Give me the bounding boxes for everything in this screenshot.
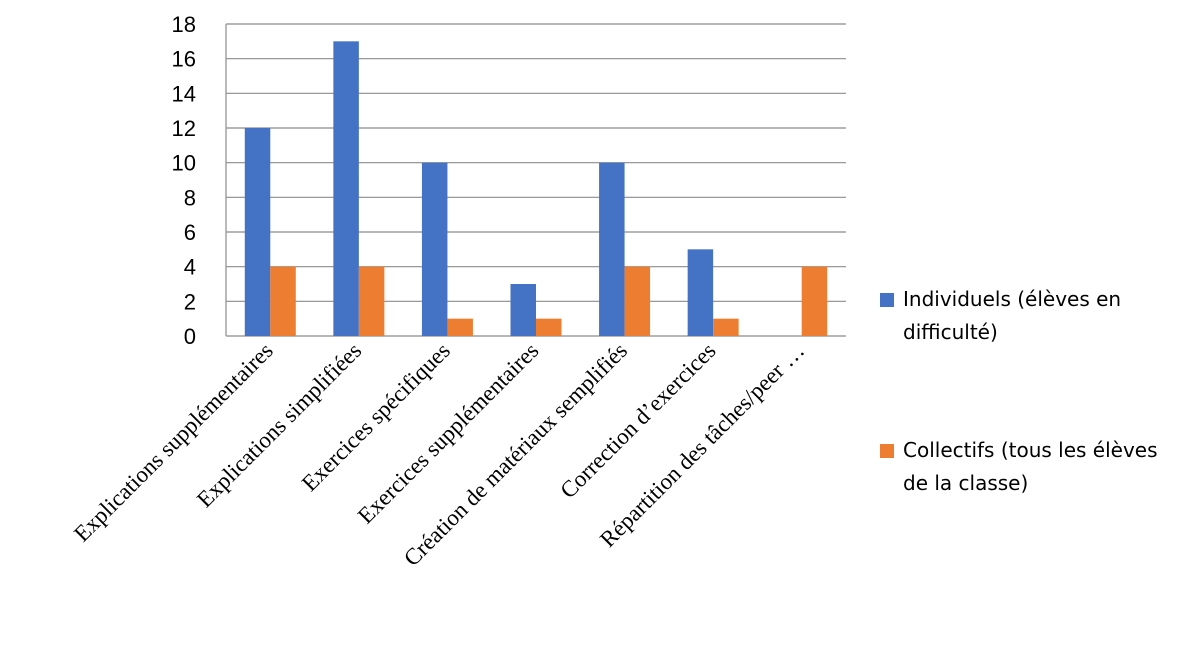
bar: [270, 266, 296, 336]
legend-label: Individuels (élèves en difficulté): [903, 287, 1122, 344]
y-tick-label: 6: [184, 220, 196, 245]
bar: [510, 284, 536, 336]
legend-swatch-orange: [880, 444, 894, 458]
y-axis: 0 2 4 6 8 10 12 14 16 18: [172, 12, 227, 349]
y-tick-label: 12: [172, 116, 196, 141]
bar: [244, 128, 271, 336]
y-tick-label: 18: [172, 12, 196, 37]
y-tick-label: 14: [172, 81, 196, 106]
legend-swatch-blue: [880, 293, 894, 307]
bar: [536, 318, 562, 336]
legend-item-collectifs: Collectifs (tous les élèves de la classe…: [880, 434, 1170, 500]
bar: [713, 318, 739, 336]
bar: [687, 249, 714, 336]
bar: [333, 41, 359, 336]
bar: [421, 162, 448, 336]
x-tick-label: Correction d’exercices: [555, 338, 720, 503]
legend-item-individuels: Individuels (élèves en difficulté): [880, 283, 1170, 349]
legend-label: Collectifs (tous les élèves de la classe…: [903, 438, 1158, 495]
x-axis: Explications supplémentairesExplications…: [69, 338, 809, 571]
bar: [447, 318, 473, 336]
bar: [801, 266, 828, 336]
x-tick-label: Exercices supplémentaires: [353, 338, 544, 529]
gridlines: [226, 23, 846, 337]
y-tick-label: 10: [172, 151, 196, 176]
x-tick-label: Explications simplifiées: [192, 338, 366, 512]
y-tick-label: 16: [172, 47, 196, 72]
y-tick-label: 2: [184, 289, 196, 314]
bar: [358, 266, 385, 336]
bars: [244, 41, 828, 336]
y-tick-label: 4: [184, 255, 196, 280]
bar: [599, 162, 625, 336]
y-tick-label: 8: [184, 185, 196, 210]
x-tick-label: Exercices spécifiques: [297, 338, 455, 496]
bar: [624, 266, 651, 336]
y-tick-label: 0: [184, 324, 196, 349]
